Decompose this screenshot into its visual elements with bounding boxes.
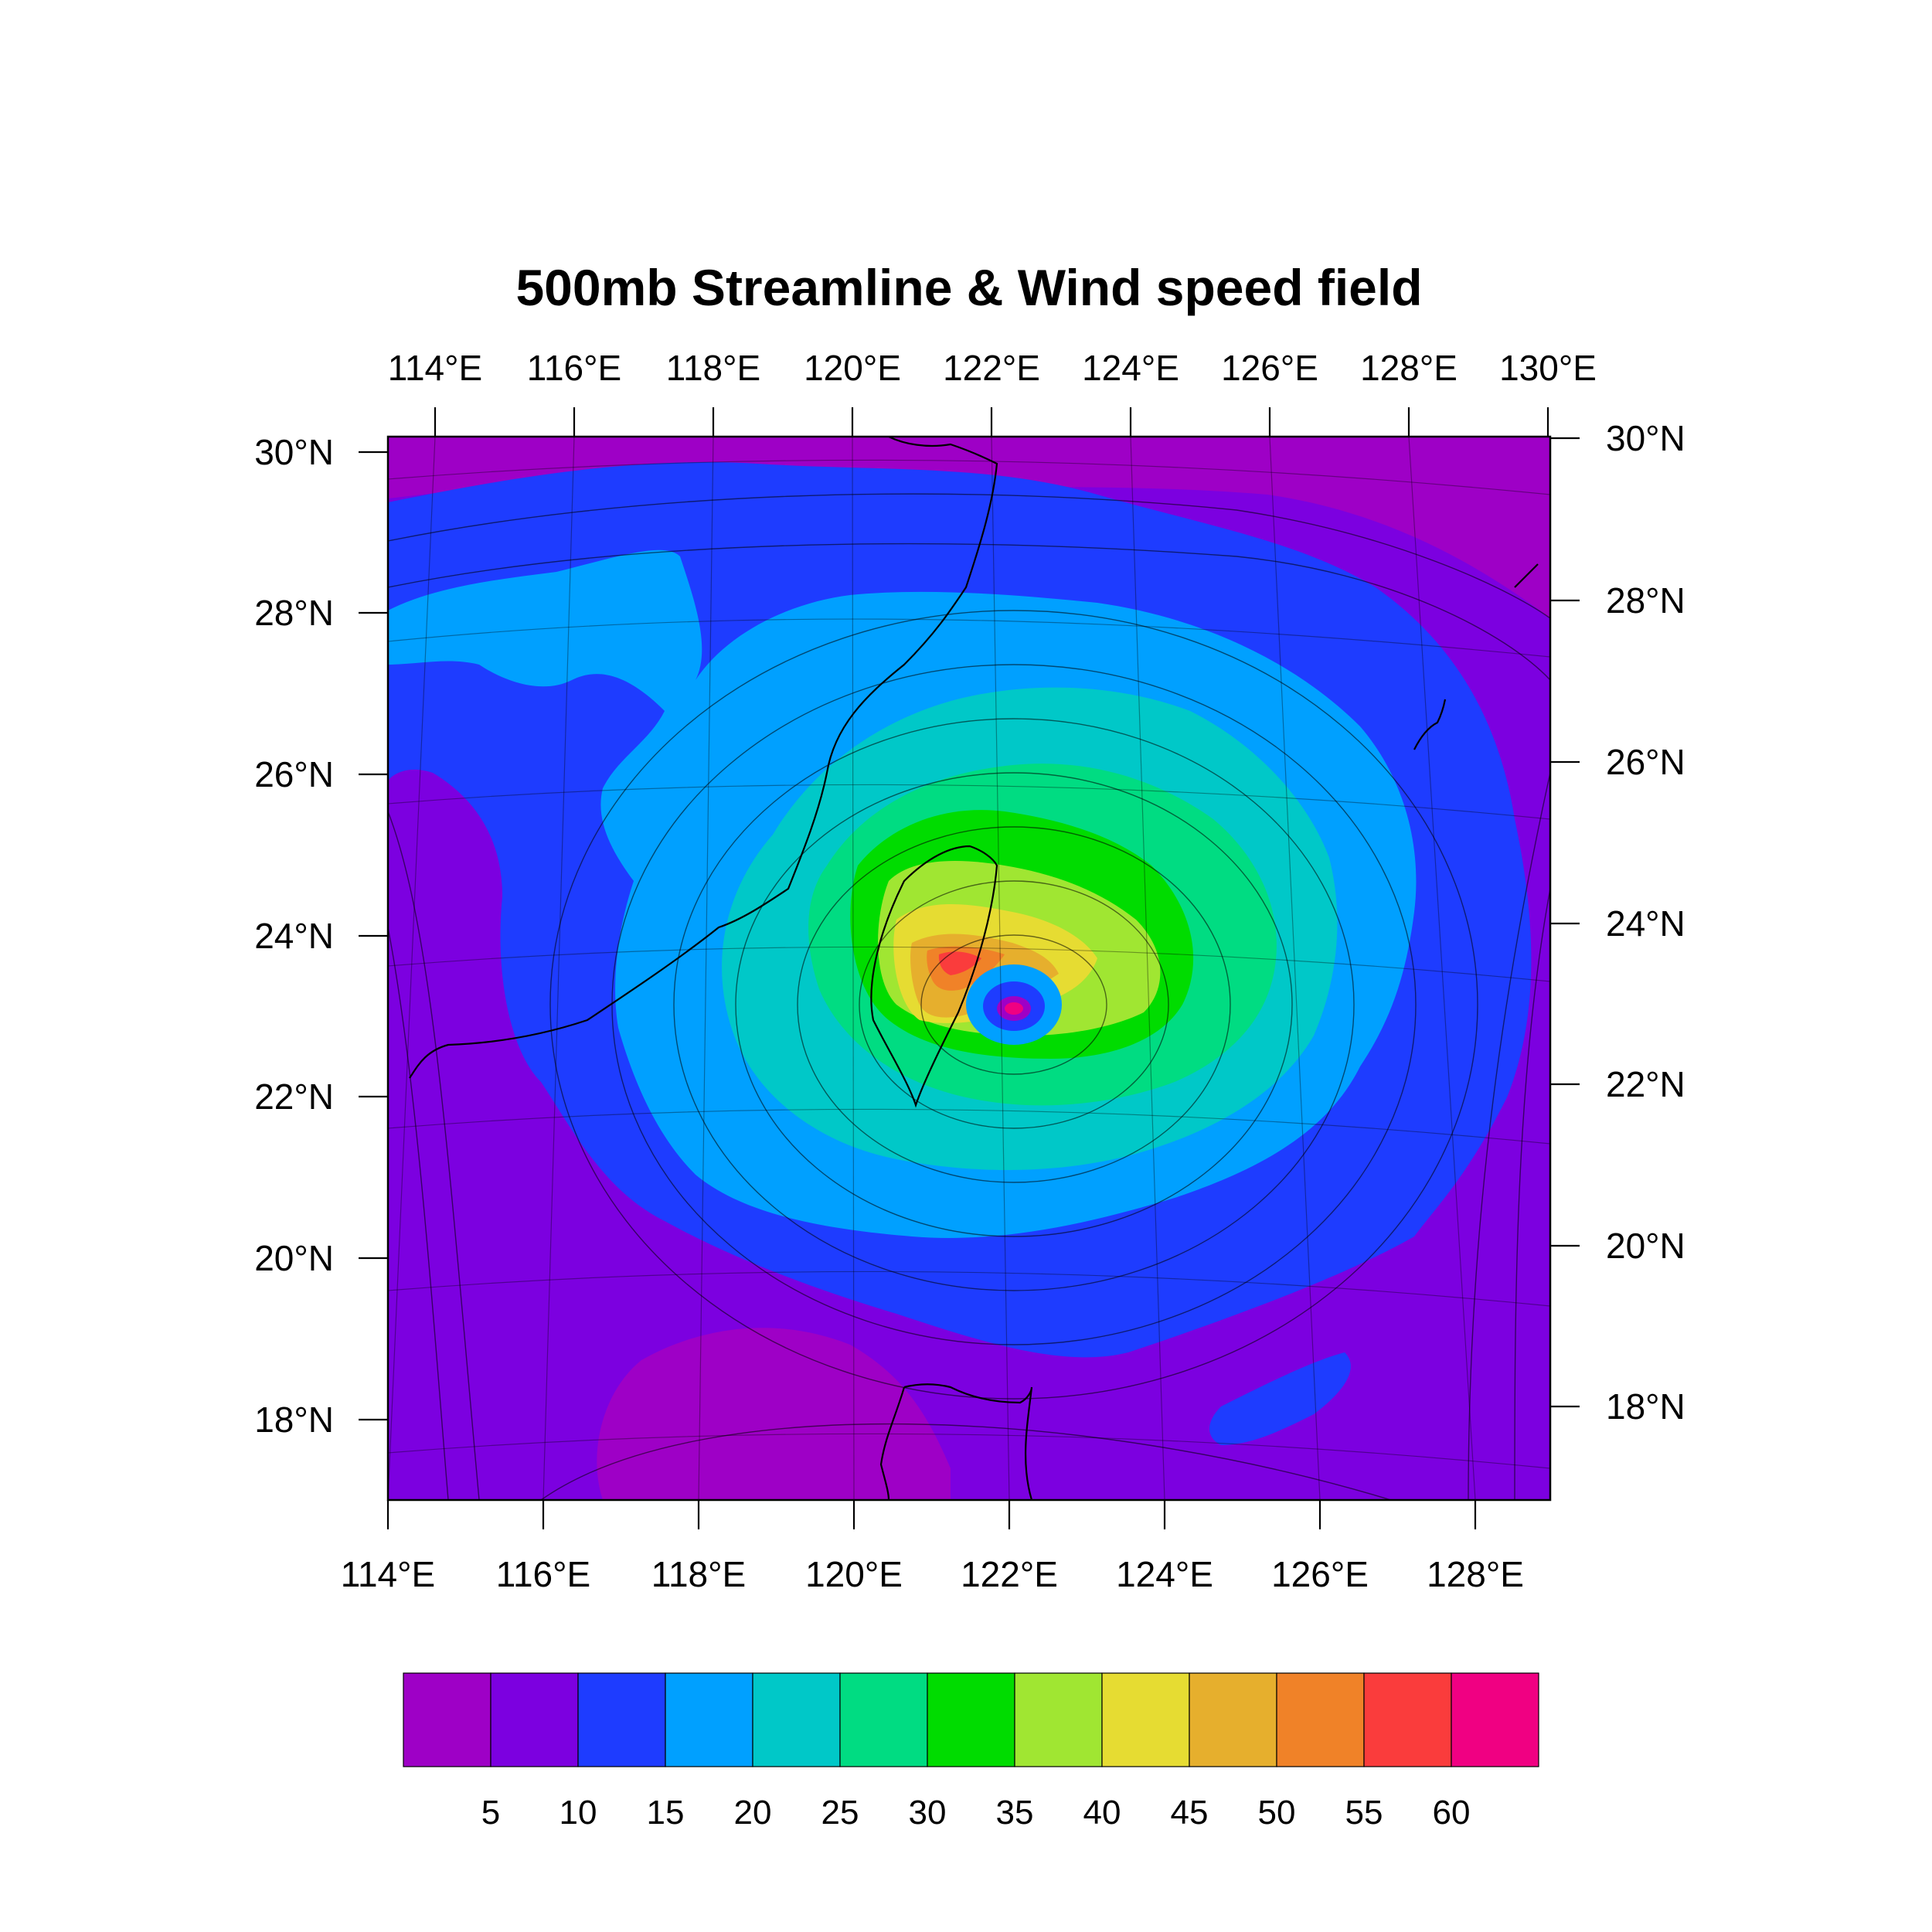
left-lat-label: 24°N	[254, 916, 334, 956]
colorbar-swatch	[1363, 1672, 1452, 1767]
colorbar-label: 15	[647, 1794, 685, 1832]
top-lon-label: 122°E	[943, 348, 1040, 388]
colorbar-swatch	[1189, 1672, 1277, 1767]
field-band-1-north	[388, 437, 1550, 618]
top-lon-labels: 114°E 116°E 118°E 120°E 122°E 124°E 126°…	[388, 348, 1597, 388]
colorbar-swatch	[1101, 1672, 1190, 1767]
map-frame	[386, 435, 1552, 1502]
bottom-lon-label: 122°E	[961, 1554, 1058, 1594]
colorbar-swatch	[1276, 1672, 1365, 1767]
field-band-3-south-lobe	[1209, 1352, 1351, 1445]
colorbar-swatch	[927, 1672, 1015, 1767]
colorbar-swatches	[403, 1672, 1539, 1767]
colorbar-label: 45	[1171, 1794, 1209, 1832]
top-lon-label: 120°E	[804, 348, 901, 388]
colorbar-swatch	[403, 1672, 492, 1767]
tick-marks	[359, 407, 1580, 1529]
coastlines	[409, 437, 1539, 1500]
field-band-1-south	[597, 1328, 951, 1500]
field-band-12	[938, 951, 981, 975]
top-lon-label: 116°E	[527, 348, 621, 388]
colorbar-swatch	[665, 1672, 753, 1767]
colorbar-label: 30	[909, 1794, 947, 1832]
top-lon-label: 128°E	[1360, 348, 1458, 388]
colorbar-label: 5	[481, 1794, 500, 1832]
right-lat-label: 20°N	[1606, 1226, 1685, 1266]
left-lat-label: 18°N	[254, 1400, 334, 1440]
colorbar-swatch	[1451, 1672, 1539, 1767]
left-lat-label: 20°N	[254, 1238, 334, 1278]
right-lat-label: 26°N	[1606, 742, 1685, 782]
right-lat-labels: 30°N 28°N 26°N 24°N 22°N 20°N 18°N	[1606, 418, 1685, 1427]
colorbar-label: 40	[1083, 1794, 1121, 1832]
colorbar-swatch	[1014, 1672, 1103, 1767]
top-lon-label: 124°E	[1082, 348, 1179, 388]
graticule	[388, 437, 1550, 1500]
bottom-lon-label: 126°E	[1271, 1554, 1369, 1594]
top-lon-label: 118°E	[666, 348, 760, 388]
colorbar-swatch	[577, 1672, 666, 1767]
bottom-lon-label: 116°E	[496, 1554, 590, 1594]
bottom-lon-label: 128°E	[1427, 1554, 1524, 1594]
top-lon-label: 114°E	[388, 348, 482, 388]
left-lat-label: 22°N	[254, 1077, 334, 1117]
streamlines	[388, 493, 1550, 1500]
left-lat-label: 30°N	[254, 432, 334, 472]
colorbar-label: 60	[1433, 1794, 1471, 1832]
bottom-lon-label: 114°E	[341, 1554, 435, 1594]
colorbar-label: 35	[996, 1794, 1034, 1832]
colorbar-label: 10	[560, 1794, 597, 1832]
left-lat-label: 26°N	[254, 754, 334, 794]
field-band-1-northeast	[1267, 437, 1550, 618]
colorbar-label: 50	[1258, 1794, 1296, 1832]
map-title: 500mb Streamline & Wind speed field	[515, 259, 1422, 316]
right-lat-label: 30°N	[1606, 418, 1685, 458]
bottom-lon-label: 118°E	[651, 1554, 746, 1594]
right-lat-label: 22°N	[1606, 1064, 1685, 1104]
colorbar-label: 20	[734, 1794, 772, 1832]
colorbar-swatch	[839, 1672, 928, 1767]
left-lat-label: 28°N	[254, 593, 334, 633]
left-lat-labels: 30°N 28°N 26°N 24°N 22°N 20°N 18°N	[254, 432, 334, 1440]
colorbar-label: 25	[821, 1794, 859, 1832]
top-lon-label: 130°E	[1499, 348, 1597, 388]
bottom-lon-label: 120°E	[805, 1554, 903, 1594]
right-lat-label: 18°N	[1606, 1386, 1685, 1427]
colorbar-swatch	[752, 1672, 841, 1767]
colorbar-labels: 5 10 15 20 25 30 35 40 45 50 55 60	[481, 1794, 1471, 1832]
top-lon-label: 126°E	[1221, 348, 1318, 388]
eye-core	[1005, 1002, 1023, 1015]
colorbar-label: 55	[1345, 1794, 1383, 1832]
colorbar-swatch	[490, 1672, 579, 1767]
right-lat-label: 28°N	[1606, 580, 1685, 621]
colorbar: 5 10 15 20 25 30 35 40 45 50 55 60	[403, 1672, 1539, 1832]
bottom-lon-labels: 114°E 116°E 118°E 120°E 122°E 124°E 126°…	[341, 1554, 1524, 1594]
wind-speed-field	[388, 437, 1550, 1500]
right-lat-label: 24°N	[1606, 903, 1685, 944]
bottom-lon-label: 124°E	[1116, 1554, 1213, 1594]
